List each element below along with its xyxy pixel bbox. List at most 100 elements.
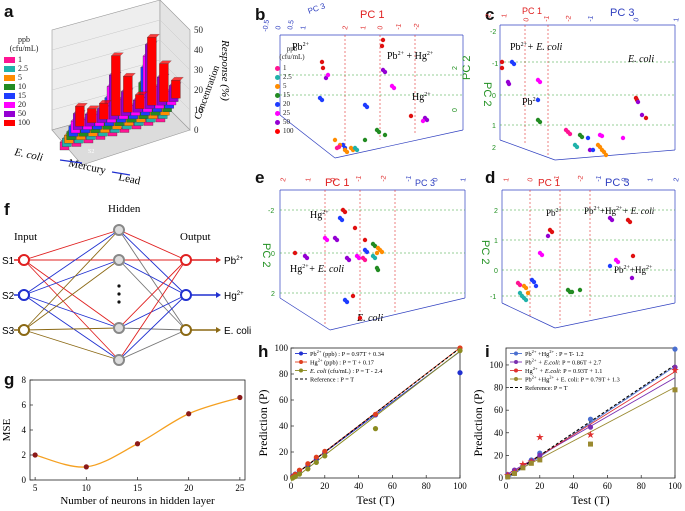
h-point [296,467,303,473]
i-point [537,457,543,463]
panel-f-figure: Hidden Input Output S1 S2 S3 Pb2+ Hg2+ E… [2,203,251,366]
i-point [587,424,594,430]
c-point [599,133,605,139]
h-point [322,453,328,459]
a-bar-top [123,73,136,77]
b-point [320,65,326,71]
f-input-node [18,289,30,301]
c-point [603,152,609,158]
f-edge [23,259,120,296]
d-point [569,289,575,295]
c-top-tick: 2 [485,13,493,18]
b-top-tick: 0.5 [287,19,296,30]
d-point [545,233,551,239]
g-series-line [34,396,241,468]
f-output-pb: Pb2+ [224,256,244,267]
a-legend-entry: 100 [4,118,44,127]
a-sensor-label: S3 [140,161,146,167]
b-legend-label: 15 [283,91,290,99]
i-legend-marker [514,351,518,356]
f-hidden-node [113,224,125,236]
d-top-tick: -2 [577,175,585,182]
c-point [499,59,505,65]
a-bar-top [111,52,124,56]
a-ztick: 30 [194,65,204,75]
e-point [334,237,340,243]
a-bar [135,94,145,109]
f-edge [23,259,120,331]
f-hidden-node [113,254,125,266]
panel-letter-i: i [485,342,490,361]
panel-g-chart: 0 2 4 6 8 5 10 15 20 25 Number of neurons in hidde… [1,375,246,507]
b-legend-label: 100 [283,127,294,135]
b-point [382,69,388,75]
a-legend-label: 20 [18,100,26,109]
h-point [372,426,379,432]
e-pc3: PC 3 [415,178,435,188]
b-point [336,144,342,150]
a-bar [111,55,121,116]
b-top-tick: 0 [275,25,283,30]
c-annot-ecoli: E. coli [627,54,654,65]
g-point [134,441,141,447]
c-point [620,135,626,141]
e-left-tick: -2 [268,208,274,215]
h-ytick-label: 100 [275,343,289,353]
c-point [574,144,580,150]
b-point [391,85,397,91]
a-legend-label: 10 [18,82,26,91]
e-point [362,257,368,263]
b-legend-swatch [275,75,280,80]
c-point [585,135,591,141]
a-bar-top [159,60,172,64]
h-point [313,454,319,460]
b-point [319,59,325,65]
f-edge [118,259,187,361]
i-legend-marker [514,360,518,364]
i-xlabel: Test (T) [571,493,609,507]
i-ylabel: Prediction (P) [471,390,485,457]
i-point [587,416,594,422]
b-legend-entry: 1 [275,64,309,73]
d-point [539,252,545,258]
panel-letter-e: e [255,168,265,187]
e-pc1: PC 1 [325,177,349,189]
e-point [357,315,363,321]
i-legend-label: Reference: P = T [525,385,568,392]
i-legend-label: Hg2+ + E.coli: P = 0.93T + 1.1 [525,366,602,375]
b-pc3: PC 3 [307,1,327,16]
panel-i-chart: 0 20 40 60 80 100 0 20 40 60 80 100 Test (T) Predicti… [471,346,682,507]
e-point [352,225,358,231]
d-left-tick: -1 [490,294,496,301]
g-xtick-label: 5 [33,483,38,493]
h-ytick-label: 80 [279,369,289,379]
f-output-ecoli: E. coli [224,326,251,337]
c-pc2: PC 2 [481,82,493,106]
a-legend-swatch [4,101,15,108]
d-point [615,259,621,265]
c-left-tick: -1 [492,61,498,68]
c-pc1: PC 1 [522,6,542,16]
e-annot-ecoli: E. coli [356,313,383,324]
h-point [313,459,319,465]
f-input-s3: S3 [2,326,15,337]
a-legend-label: 5 [18,73,22,82]
b-top-tick: -2 [413,23,421,30]
d-top-tick: 2 [673,177,681,182]
b-legend-label: 25 [283,109,290,117]
h-xtick-label: 20 [320,481,330,491]
g-xtick-label: 25 [235,483,245,493]
c-pc3: PC 3 [610,7,634,19]
f-edge [23,229,120,331]
i-point [672,346,678,352]
g-ytick-label: 2 [22,450,27,460]
d-point [609,217,615,223]
a-bar-top [75,103,88,107]
a-legend-title: ppb [18,35,30,44]
f-output-title: Output [180,231,211,243]
a-legend-entry: 20 [4,100,44,109]
c-point [643,115,649,121]
b-point [325,72,331,78]
b-point [424,117,430,123]
